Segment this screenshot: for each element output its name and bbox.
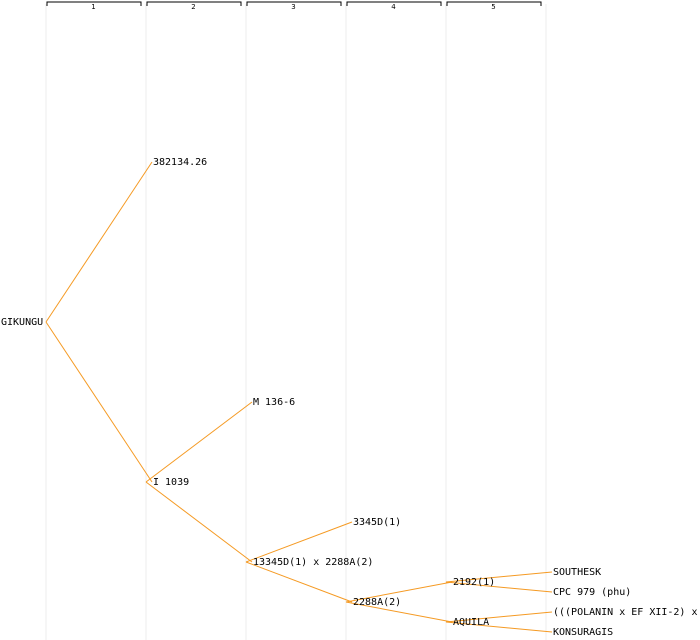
tree-edges	[45, 161, 553, 633]
generation-bracket	[446, 1, 542, 6]
ancestor-label[interactable]: I 1039	[153, 477, 189, 488]
ancestor-label[interactable]: SOUTHESK	[553, 567, 601, 578]
ancestor-label[interactable]: CPC 979 (phu)	[553, 587, 631, 598]
tree-nodes: 382134.26 M 136-6 3345D(1) SOUTHESK CPC 979 …	[1, 157, 700, 638]
ancestor-label[interactable]: 3345D(1)	[353, 517, 401, 528]
ancestor-label[interactable]: M 136-6	[253, 397, 295, 408]
ancestor-label[interactable]: 382134.26	[153, 157, 207, 168]
generation-label: 2	[191, 3, 195, 11]
ancestor-label[interactable]: 13345D(1) x 2288A(2)	[253, 557, 373, 568]
tree-edge	[145, 401, 253, 483]
tree-edge	[445, 581, 553, 593]
tree-edge	[445, 621, 553, 633]
generation-label: 4	[391, 3, 396, 11]
generation-label: 5	[491, 3, 495, 11]
tree-edge	[445, 611, 553, 623]
tree-edge	[345, 581, 453, 603]
tree-edge	[345, 601, 453, 623]
tree-edge	[45, 321, 153, 483]
tree-edge	[245, 521, 353, 563]
tree-edge	[45, 161, 153, 323]
generation-bracket	[346, 1, 442, 6]
ancestor-label[interactable]: 2192(1)	[453, 577, 495, 588]
tree-edge	[445, 571, 553, 583]
root-variety-label[interactable]: GIKUNGU	[1, 317, 43, 328]
tree-edge	[245, 561, 353, 603]
ancestor-label[interactable]: AQUILA	[453, 617, 489, 628]
generation-headers: 1 2 3 4 5	[46, 1, 542, 11]
ancestor-label[interactable]: KONSURAGIS	[553, 627, 613, 638]
tree-edge	[145, 481, 253, 563]
generation-label: 1	[91, 3, 95, 11]
ancestor-label[interactable]: (((POLANIN x EF XII-2) x JUBEL) x	[553, 607, 700, 618]
generation-dividers	[45, 4, 547, 640]
generation-label: 3	[291, 3, 295, 11]
generation-bracket	[146, 1, 242, 6]
generation-bracket	[46, 1, 142, 6]
ancestor-label[interactable]: 2288A(2)	[353, 597, 401, 608]
generation-bracket	[246, 1, 342, 6]
